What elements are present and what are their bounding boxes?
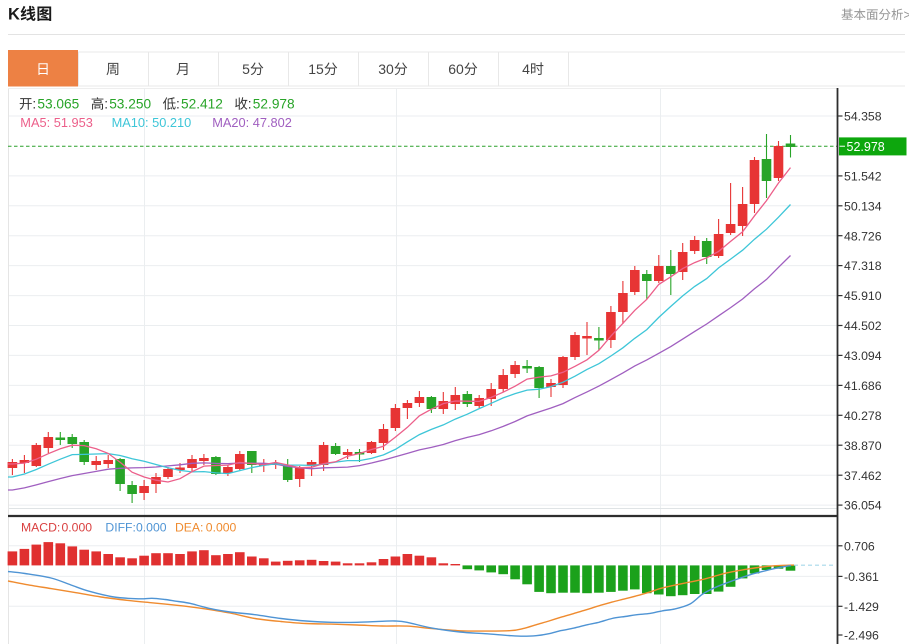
svg-text:41.686: 41.686 — [844, 379, 882, 393]
svg-text::: : — [248, 97, 252, 112]
svg-text:0.000: 0.000 — [136, 520, 167, 534]
svg-text:40.278: 40.278 — [844, 409, 882, 423]
svg-text::: : — [176, 97, 180, 112]
svg-text::: : — [104, 97, 108, 112]
svg-text:30: 30 — [378, 61, 394, 77]
svg-text:48.726: 48.726 — [844, 229, 882, 243]
svg-text:MA5: 51.953: MA5: 51.953 — [20, 115, 93, 130]
svg-text:38.870: 38.870 — [844, 439, 882, 453]
svg-text:52.412: 52.412 — [181, 97, 223, 112]
svg-text:-0.361: -0.361 — [844, 570, 879, 584]
svg-text:-2.496: -2.496 — [844, 629, 879, 643]
svg-text:60: 60 — [448, 61, 464, 77]
svg-text:DIFF:: DIFF: — [105, 520, 135, 534]
svg-text:45.910: 45.910 — [844, 289, 882, 303]
svg-text:MA20: 47.802: MA20: 47.802 — [212, 115, 292, 130]
svg-text:36.054: 36.054 — [844, 499, 882, 513]
svg-text:5: 5 — [242, 61, 250, 77]
svg-text:0.000: 0.000 — [206, 520, 237, 534]
svg-text:DEA:: DEA: — [175, 520, 203, 534]
svg-text:K: K — [8, 6, 20, 24]
svg-text:0.706: 0.706 — [844, 539, 875, 553]
svg-text:52.978: 52.978 — [253, 97, 295, 112]
svg-text:44.502: 44.502 — [844, 319, 882, 333]
svg-text:-1.429: -1.429 — [844, 600, 879, 614]
svg-text:MACD:: MACD: — [21, 520, 60, 534]
svg-text:52.978: 52.978 — [847, 140, 885, 154]
svg-text:0.000: 0.000 — [62, 520, 93, 534]
svg-text::: : — [32, 97, 36, 112]
svg-text:37.462: 37.462 — [844, 469, 882, 483]
svg-text:47.318: 47.318 — [844, 259, 882, 273]
svg-text:MA10: 50.210: MA10: 50.210 — [112, 115, 192, 130]
svg-text:53.065: 53.065 — [37, 97, 79, 112]
svg-text:4: 4 — [522, 61, 530, 77]
svg-text:51.542: 51.542 — [844, 170, 882, 184]
svg-text:53.250: 53.250 — [109, 97, 151, 112]
svg-text:15: 15 — [308, 61, 324, 77]
svg-text:50.134: 50.134 — [844, 199, 882, 213]
svg-text:54.358: 54.358 — [844, 110, 882, 124]
svg-text:>: > — [904, 8, 909, 22]
svg-text:43.094: 43.094 — [844, 349, 882, 363]
